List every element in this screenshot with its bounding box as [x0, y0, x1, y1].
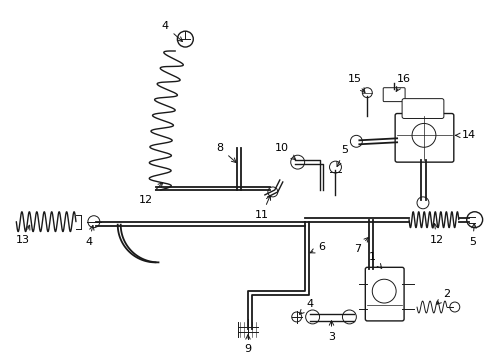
Text: 16: 16 [395, 74, 410, 91]
Text: 4: 4 [299, 299, 312, 314]
Text: 2: 2 [436, 289, 449, 304]
Text: 6: 6 [309, 243, 325, 253]
Text: 7: 7 [353, 237, 368, 255]
Text: 3: 3 [327, 321, 334, 342]
Text: 14: 14 [455, 130, 475, 140]
Text: 1: 1 [368, 252, 381, 268]
FancyBboxPatch shape [394, 113, 453, 162]
FancyBboxPatch shape [401, 99, 443, 118]
Text: 13: 13 [16, 225, 30, 244]
Text: 15: 15 [346, 74, 364, 93]
Text: 5: 5 [336, 145, 347, 167]
Text: 12: 12 [429, 224, 443, 244]
FancyBboxPatch shape [365, 267, 403, 321]
Text: 4: 4 [85, 225, 94, 247]
Text: 12: 12 [138, 183, 163, 205]
Text: 11: 11 [254, 195, 270, 220]
Text: 10: 10 [274, 143, 295, 160]
FancyBboxPatch shape [383, 88, 404, 102]
Text: 9: 9 [244, 335, 251, 354]
Text: 5: 5 [468, 224, 475, 247]
Text: 8: 8 [216, 143, 236, 163]
Text: 4: 4 [162, 21, 182, 41]
